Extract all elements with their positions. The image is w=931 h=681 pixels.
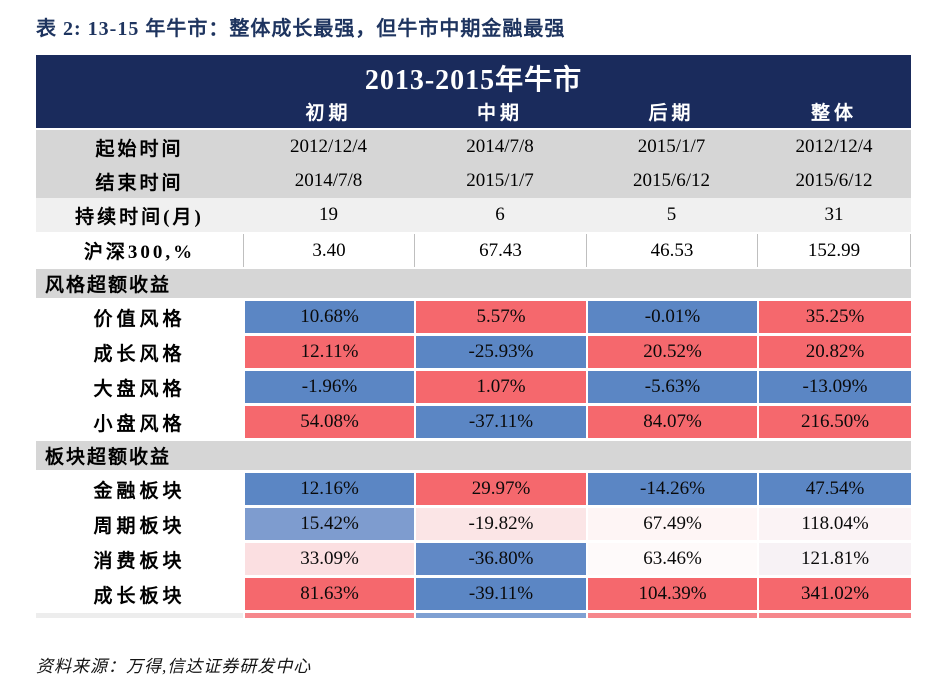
section-header-sector: 板块超额收益 — [36, 441, 911, 470]
sliver-segment — [414, 613, 586, 618]
value-cell: 121.81% — [757, 543, 911, 575]
value-cell: -0.01% — [586, 301, 757, 333]
table-row-hs300: 沪深300,% 3.40 67.43 46.53 152.99 — [36, 234, 911, 267]
row-label: 价值风格 — [36, 301, 243, 333]
sliver-segment — [243, 613, 414, 618]
value-cell: 12.11% — [243, 336, 414, 368]
value-cell: -5.63% — [586, 371, 757, 403]
value-cell: 1.07% — [414, 371, 586, 403]
value-cell: 29.97% — [414, 473, 586, 505]
row-label: 成长风格 — [36, 336, 243, 368]
column-header-row: 初期 中期 后期 整体 — [36, 98, 911, 128]
column-header-late: 后期 — [648, 103, 695, 124]
sliver-segment — [586, 613, 757, 618]
value-cell: 2015/1/7 — [637, 136, 706, 157]
value-cell: 67.49% — [586, 508, 757, 540]
value-cell: 2012/12/4 — [289, 136, 368, 157]
table-row-consumer-sector: 消费板块 33.09% -36.80% 63.46% 121.81% — [36, 543, 911, 575]
table-header: 2013-2015年牛市 初期 中期 后期 整体 — [36, 55, 911, 128]
column-header-spacer — [36, 98, 243, 128]
row-label: 结束时间 — [95, 172, 184, 194]
row-label: 大盘风格 — [36, 371, 243, 403]
value-cell: 2015/1/7 — [466, 170, 534, 191]
table-row-start-date: 起始时间 2012/12/4 2014/7/8 2015/1/7 2012/12… — [36, 130, 911, 164]
value-cell: 104.39% — [586, 578, 757, 610]
source-note: 资料来源：万得,信达证券研发中心 — [36, 657, 312, 676]
row-label: 周期板块 — [36, 508, 243, 540]
value-cell: -1.96% — [243, 371, 414, 403]
row-label: 沪深300,% — [83, 242, 196, 263]
table-row-largecap-style: 大盘风格 -1.96% 1.07% -5.63% -13.09% — [36, 371, 911, 403]
value-cell: 15.42% — [243, 508, 414, 540]
value-cell: 84.07% — [586, 406, 757, 438]
value-cell: 5 — [666, 204, 677, 225]
sliver-segment — [36, 613, 243, 618]
value-cell: 31 — [824, 204, 844, 225]
value-cell: -25.93% — [414, 336, 586, 368]
value-cell: 63.46% — [586, 543, 757, 575]
value-cell: 33.09% — [243, 543, 414, 575]
value-cell: 19 — [319, 204, 338, 225]
value-cell: -39.11% — [414, 578, 586, 610]
section-header-style: 风格超额收益 — [36, 269, 911, 298]
value-cell: 118.04% — [757, 508, 911, 540]
value-cell: 20.52% — [586, 336, 757, 368]
table-row-financial-sector: 金融板块 12.16% 29.97% -14.26% 47.54% — [36, 473, 911, 505]
column-header-overall: 整体 — [810, 103, 857, 124]
table-row-growth-sector: 成长板块 81.63% -39.11% 104.39% 341.02% — [36, 578, 911, 610]
value-cell: 6 — [495, 204, 505, 225]
value-cell: 46.53 — [586, 234, 757, 267]
table-row-end-date: 结束时间 2014/7/8 2015/1/7 2015/6/12 2015/6/… — [36, 164, 911, 198]
value-cell: 2014/7/8 — [466, 136, 534, 157]
bull-market-table: 2013-2015年牛市 初期 中期 后期 整体 起始时间 2012/12/4 … — [36, 55, 911, 618]
value-cell: -14.26% — [586, 473, 757, 505]
value-cell: 35.25% — [757, 301, 911, 333]
value-cell: 216.50% — [757, 406, 911, 438]
value-cell: 152.99 — [757, 234, 911, 267]
table-row-growth-style: 成长风格 12.11% -25.93% 20.52% 20.82% — [36, 336, 911, 368]
row-label: 持续时间(月) — [75, 206, 204, 228]
table-row-cyclical-sector: 周期板块 15.42% -19.82% 67.49% 118.04% — [36, 508, 911, 540]
value-cell: 10.68% — [243, 301, 414, 333]
row-label: 金融板块 — [36, 473, 243, 505]
table-row-value-style: 价值风格 10.68% 5.57% -0.01% 35.25% — [36, 301, 911, 333]
value-cell: 5.57% — [414, 301, 586, 333]
value-cell: 54.08% — [243, 406, 414, 438]
value-cell: -36.80% — [414, 543, 586, 575]
column-header-early: 初期 — [305, 103, 352, 124]
value-cell: 2014/7/8 — [294, 170, 363, 191]
value-cell: 20.82% — [757, 336, 911, 368]
value-cell: 2015/6/12 — [632, 170, 711, 191]
row-label: 小盘风格 — [36, 406, 243, 438]
value-cell: 47.54% — [757, 473, 911, 505]
row-label: 成长板块 — [36, 578, 243, 610]
value-cell: 341.02% — [757, 578, 911, 610]
value-cell: 3.40 — [243, 234, 414, 267]
sliver-segment — [757, 613, 911, 618]
column-header-mid: 中期 — [476, 103, 523, 124]
table-title: 2013-2015年牛市 — [364, 64, 583, 96]
table-bottom-sliver — [36, 613, 911, 618]
table-row-duration: 持续时间(月) 19 6 5 31 — [36, 198, 911, 232]
value-cell: -19.82% — [414, 508, 586, 540]
value-cell: 81.63% — [243, 578, 414, 610]
table-row-smallcap-style: 小盘风格 54.08% -37.11% 84.07% 216.50% — [36, 406, 911, 438]
value-cell: 2015/6/12 — [795, 170, 873, 191]
value-cell: -13.09% — [757, 371, 911, 403]
table-caption: 表 2: 13-15 年牛市：整体成长最强，但牛市中期金融最强 — [36, 18, 566, 40]
value-cell: -37.11% — [414, 406, 586, 438]
row-label: 消费板块 — [36, 543, 243, 575]
value-cell: 2012/12/4 — [795, 136, 873, 157]
row-label: 起始时间 — [95, 138, 184, 160]
value-cell: 67.43 — [414, 234, 586, 267]
value-cell: 12.16% — [243, 473, 414, 505]
